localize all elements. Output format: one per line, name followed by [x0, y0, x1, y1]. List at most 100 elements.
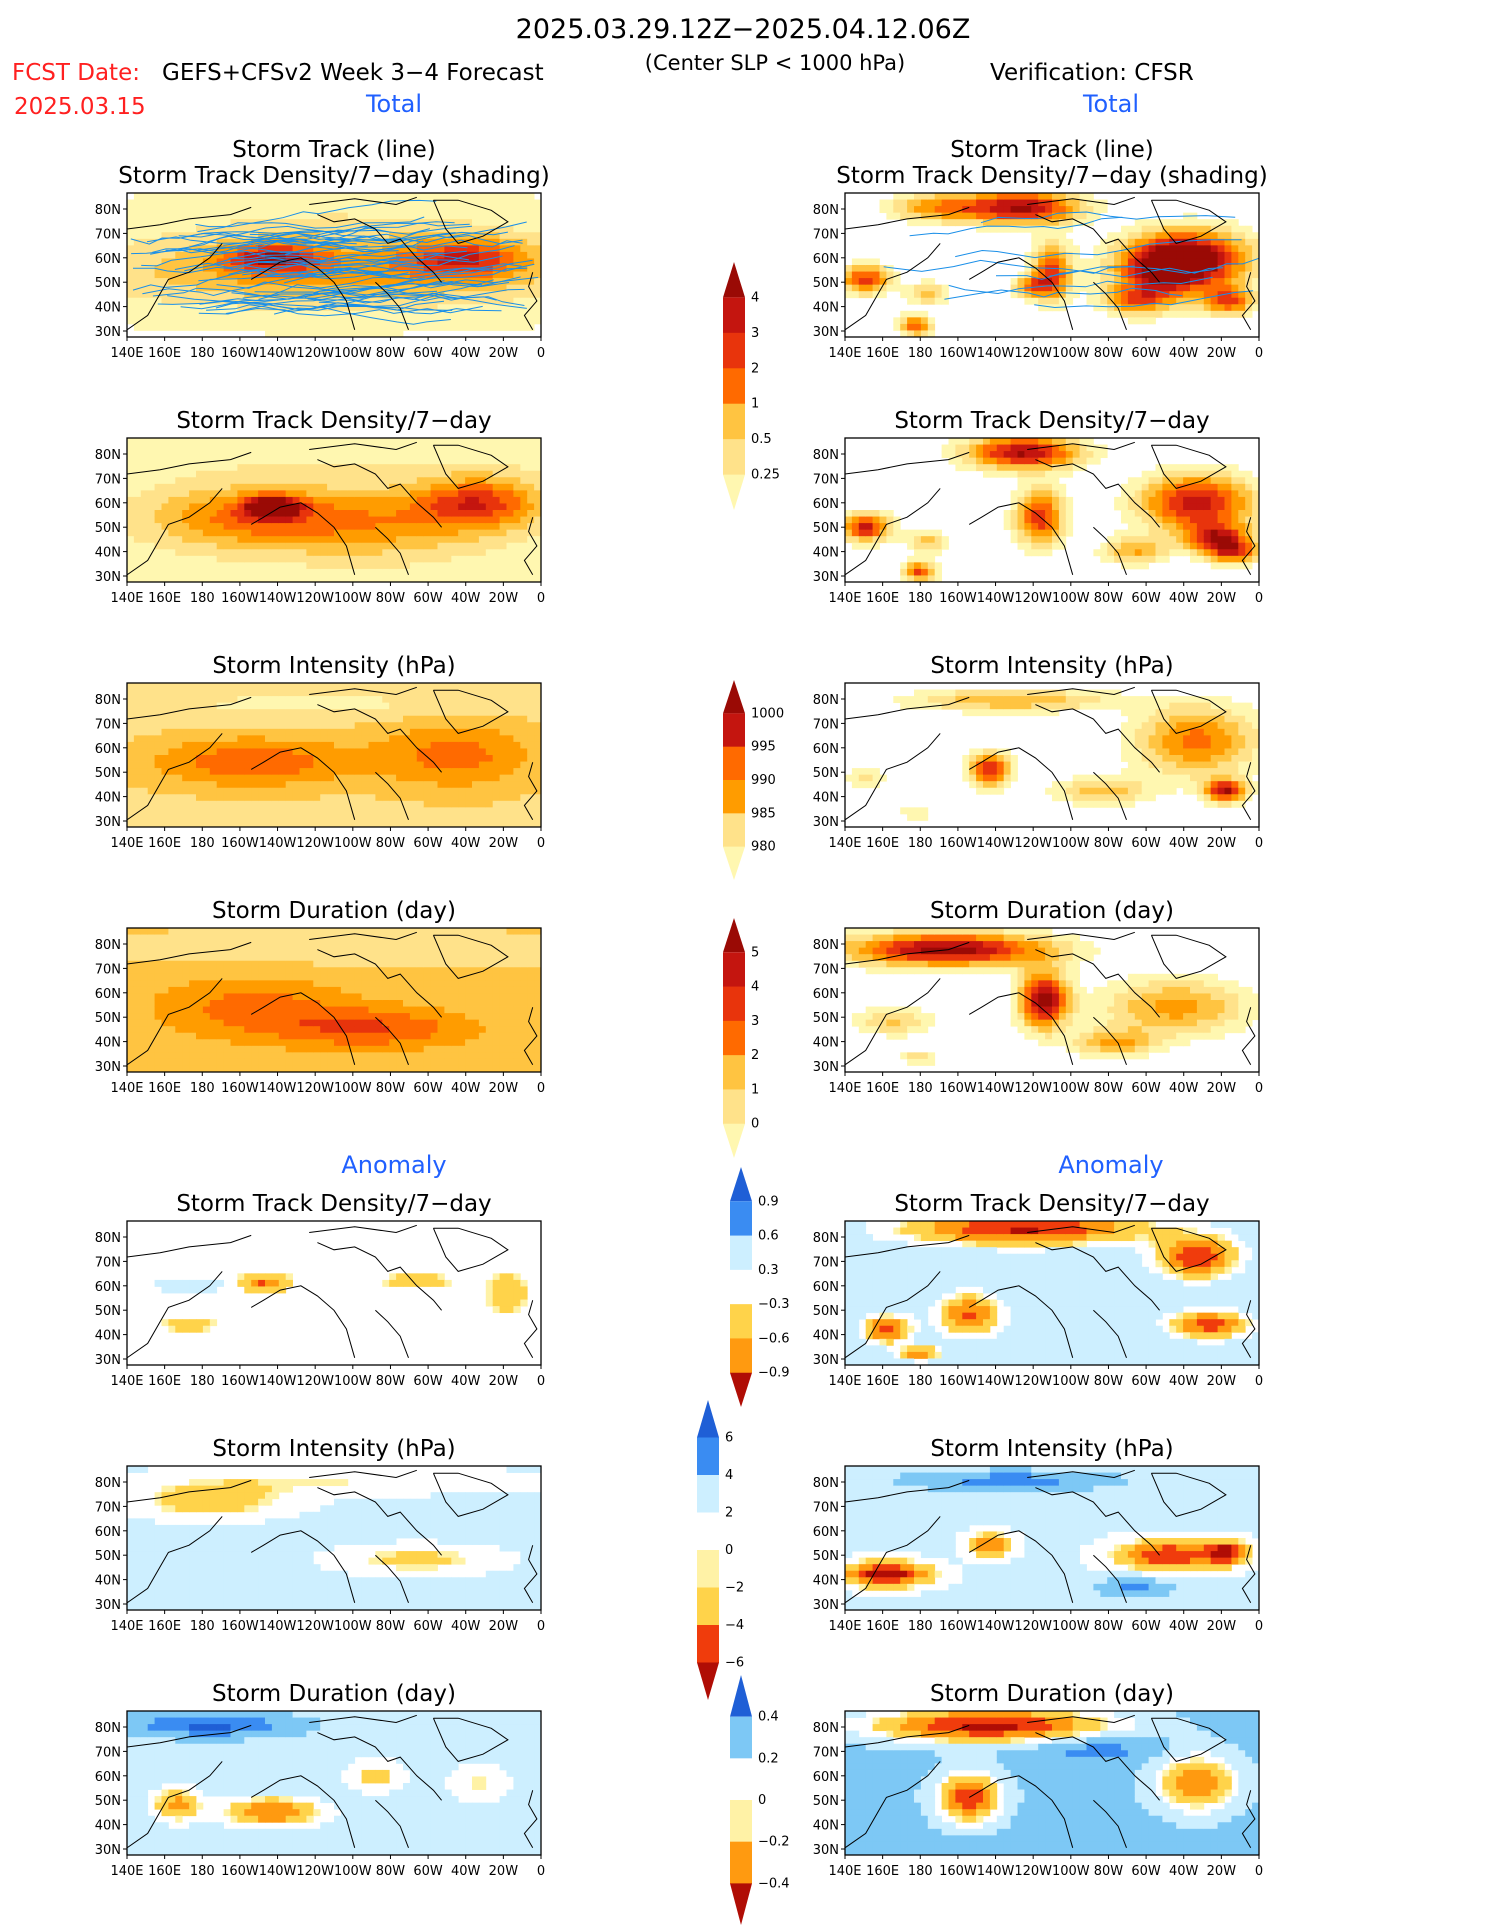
shading-cell — [437, 438, 445, 445]
shading-cell — [375, 768, 383, 776]
shading-cell — [334, 800, 342, 808]
shading-cell — [347, 741, 356, 749]
shading-cell — [354, 529, 362, 537]
shading-cell — [209, 464, 218, 472]
shading-cell — [237, 510, 245, 517]
shading-cell — [368, 310, 376, 318]
shading-cell — [886, 278, 894, 286]
shading-cell — [182, 225, 190, 233]
shading-cell — [327, 330, 335, 338]
shading-cell — [1045, 284, 1053, 292]
shading-cell — [147, 503, 155, 511]
shading-cell — [1190, 225, 1198, 233]
shading-cell — [361, 317, 369, 325]
shading-cell — [1031, 206, 1039, 214]
shading-cell — [313, 696, 321, 704]
shading-cell — [285, 555, 293, 563]
shading-cell — [1045, 523, 1053, 531]
shading-cell — [1210, 297, 1218, 305]
shading-cell — [1210, 278, 1218, 286]
shading-cell — [1217, 304, 1225, 312]
shading-cell — [216, 496, 224, 504]
shading-cell — [996, 212, 1005, 220]
shading-cell — [202, 199, 211, 207]
shading-cell — [927, 536, 936, 544]
shading-cell — [485, 438, 494, 445]
shading-cell — [1052, 438, 1060, 445]
shading-cell — [196, 542, 204, 550]
shading-cell — [340, 284, 349, 292]
shading-cell — [527, 555, 535, 563]
shading-cell — [127, 735, 135, 743]
shading-cell — [1134, 271, 1143, 279]
shading-cell — [513, 510, 521, 517]
shading-cell — [409, 438, 418, 445]
shading-cell — [313, 510, 321, 517]
shading-cell — [1079, 219, 1087, 227]
shading-cell — [409, 317, 418, 325]
shading-cell — [382, 549, 390, 557]
shading-cell — [1196, 265, 1205, 272]
shading-cell — [313, 516, 321, 524]
shading-cell — [1058, 304, 1067, 312]
shading-cell — [520, 575, 528, 583]
shading-cell — [147, 206, 155, 214]
shading-cell — [147, 709, 155, 717]
shading-cell — [368, 755, 376, 762]
shading-cell — [271, 715, 280, 723]
shading-cell — [368, 748, 376, 756]
shading-cell — [1245, 536, 1253, 544]
shading-cell — [251, 813, 259, 821]
shading-cell — [1190, 516, 1198, 524]
shading-cell — [492, 278, 500, 286]
shading-cell — [527, 575, 535, 583]
shading-cell — [1045, 278, 1053, 286]
shading-cell — [265, 444, 273, 452]
shading-cell — [375, 510, 383, 517]
shading-cell — [1196, 291, 1205, 299]
shading-cell — [223, 787, 231, 795]
shading-cell — [327, 774, 335, 782]
shading-cell — [1017, 523, 1025, 531]
shading-cell — [265, 438, 273, 445]
shading-cell — [1058, 245, 1067, 253]
shading-cell — [1065, 510, 1074, 517]
shading-cell — [1065, 503, 1074, 511]
shading-cell — [1169, 523, 1177, 531]
shading-cell — [320, 542, 328, 550]
shading-cell — [1079, 258, 1087, 266]
shading-cell — [1231, 310, 1239, 318]
shading-cell — [1052, 457, 1060, 465]
shading-cell — [1052, 238, 1060, 246]
shading-cell — [382, 464, 390, 472]
shading-cell — [1141, 271, 1149, 279]
shading-cell — [1100, 542, 1108, 550]
shading-cell — [354, 702, 362, 710]
shading-cell — [423, 510, 431, 517]
shading-cell — [1127, 562, 1136, 570]
shading-cell — [251, 490, 259, 498]
shading-cell — [1183, 291, 1191, 299]
shading-cell — [1238, 278, 1246, 286]
shading-cell — [154, 536, 162, 544]
shading-cell — [506, 542, 514, 550]
shading-cell — [1017, 470, 1025, 478]
shading-cell — [485, 464, 494, 472]
shading-cell — [161, 212, 169, 220]
shading-cell — [492, 304, 500, 312]
shading-cell — [506, 193, 514, 200]
shading-cell — [299, 807, 307, 815]
shading-cell — [313, 245, 321, 253]
shading-cell — [934, 529, 942, 537]
shading-cell — [1155, 464, 1163, 472]
shading-cell — [334, 477, 342, 485]
shading-cell — [1176, 477, 1184, 485]
shading-cell — [154, 761, 162, 769]
shading-cell — [182, 768, 190, 776]
shading-cell — [209, 781, 218, 789]
shading-cell — [161, 438, 169, 445]
shading-cell — [1134, 219, 1143, 227]
shading-cell — [920, 212, 929, 220]
shading-cell — [513, 271, 521, 279]
shading-cell — [209, 438, 218, 445]
